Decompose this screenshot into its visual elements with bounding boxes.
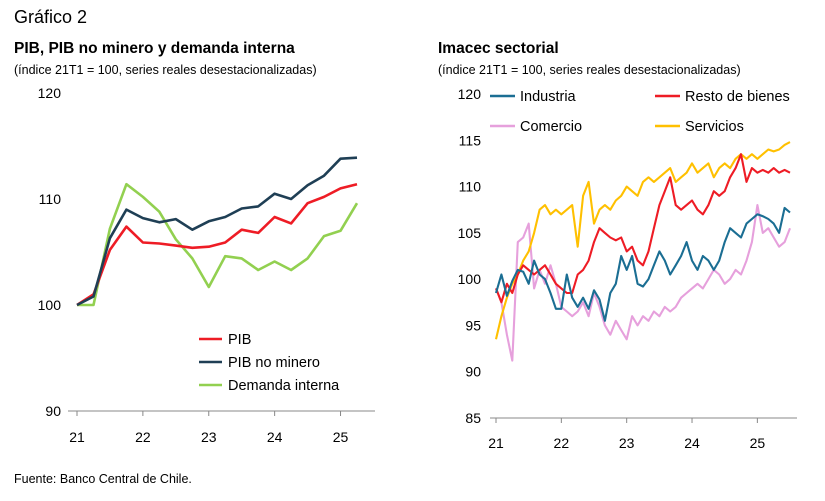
left-legend-label: Demanda interna bbox=[228, 378, 340, 394]
right-series-line-1 bbox=[495, 153, 791, 304]
left-series-line-1 bbox=[76, 156, 358, 307]
right-chart-title: Imacec sectorial bbox=[438, 40, 559, 57]
right-x-tick-label: 24 bbox=[684, 435, 700, 451]
source-note: Fuente: Banco Central de Chile. bbox=[14, 472, 192, 486]
left-legend-label: PIB no minero bbox=[228, 355, 320, 371]
right-y-tick-label: 105 bbox=[458, 225, 482, 241]
right-y-tick-label: 110 bbox=[459, 179, 482, 195]
left-series-line-2 bbox=[77, 182, 359, 307]
left-series-line-0 bbox=[76, 182, 358, 307]
left-x-tick-label: 23 bbox=[201, 429, 217, 445]
right-x-tick-label: 25 bbox=[750, 435, 766, 451]
right-legend-label: Servicios bbox=[685, 119, 744, 135]
right-y-tick-label: 115 bbox=[459, 132, 482, 148]
right-series-line-0 bbox=[494, 206, 791, 322]
right-x-tick-label: 22 bbox=[554, 435, 570, 451]
right-y-tick-label: 95 bbox=[465, 317, 481, 333]
right-legend-label: Resto de bienes bbox=[685, 89, 790, 105]
right-x-tick-label: 23 bbox=[619, 435, 635, 451]
right-chart-subtitle: (índice 21T1 = 100, series reales desest… bbox=[438, 63, 741, 77]
left-y-tick-label: 120 bbox=[38, 85, 62, 101]
left-x-tick-label: 21 bbox=[69, 429, 85, 445]
right-y-tick-label: 100 bbox=[458, 271, 482, 287]
right-series-line-2 bbox=[495, 204, 791, 362]
right-y-tick-label: 85 bbox=[465, 410, 481, 426]
left-chart-title: PIB, PIB no minero y demanda interna bbox=[14, 40, 295, 57]
right-y-tick-label: 90 bbox=[465, 364, 481, 380]
left-x-tick-label: 24 bbox=[267, 429, 283, 445]
left-x-tick-label: 22 bbox=[135, 429, 151, 445]
right-y-tick-label: 120 bbox=[458, 86, 482, 102]
right-x-tick-label: 21 bbox=[488, 435, 504, 451]
figure-label: Gráfico 2 bbox=[14, 7, 88, 27]
left-legend-label: PIB bbox=[228, 332, 251, 348]
left-chart-subtitle: (índice 21T1 = 100, series reales desest… bbox=[14, 63, 317, 77]
left-y-tick-label: 90 bbox=[45, 403, 61, 419]
right-legend-label: Industria bbox=[520, 89, 577, 105]
right-legend-label: Comercio bbox=[520, 119, 582, 135]
left-y-tick-label: 100 bbox=[38, 297, 62, 313]
right-series-line-3 bbox=[494, 141, 791, 340]
left-y-tick-label: 110 bbox=[39, 191, 62, 207]
left-x-tick-label: 25 bbox=[333, 429, 349, 445]
right-chart: 85 90 95 100 105 110 115 120 21 22 23 24 25 Industria… bbox=[458, 86, 797, 451]
left-chart: 90 100 110 120 21 22 23 24 25 PIB PIB no minero Dem… bbox=[38, 85, 375, 445]
